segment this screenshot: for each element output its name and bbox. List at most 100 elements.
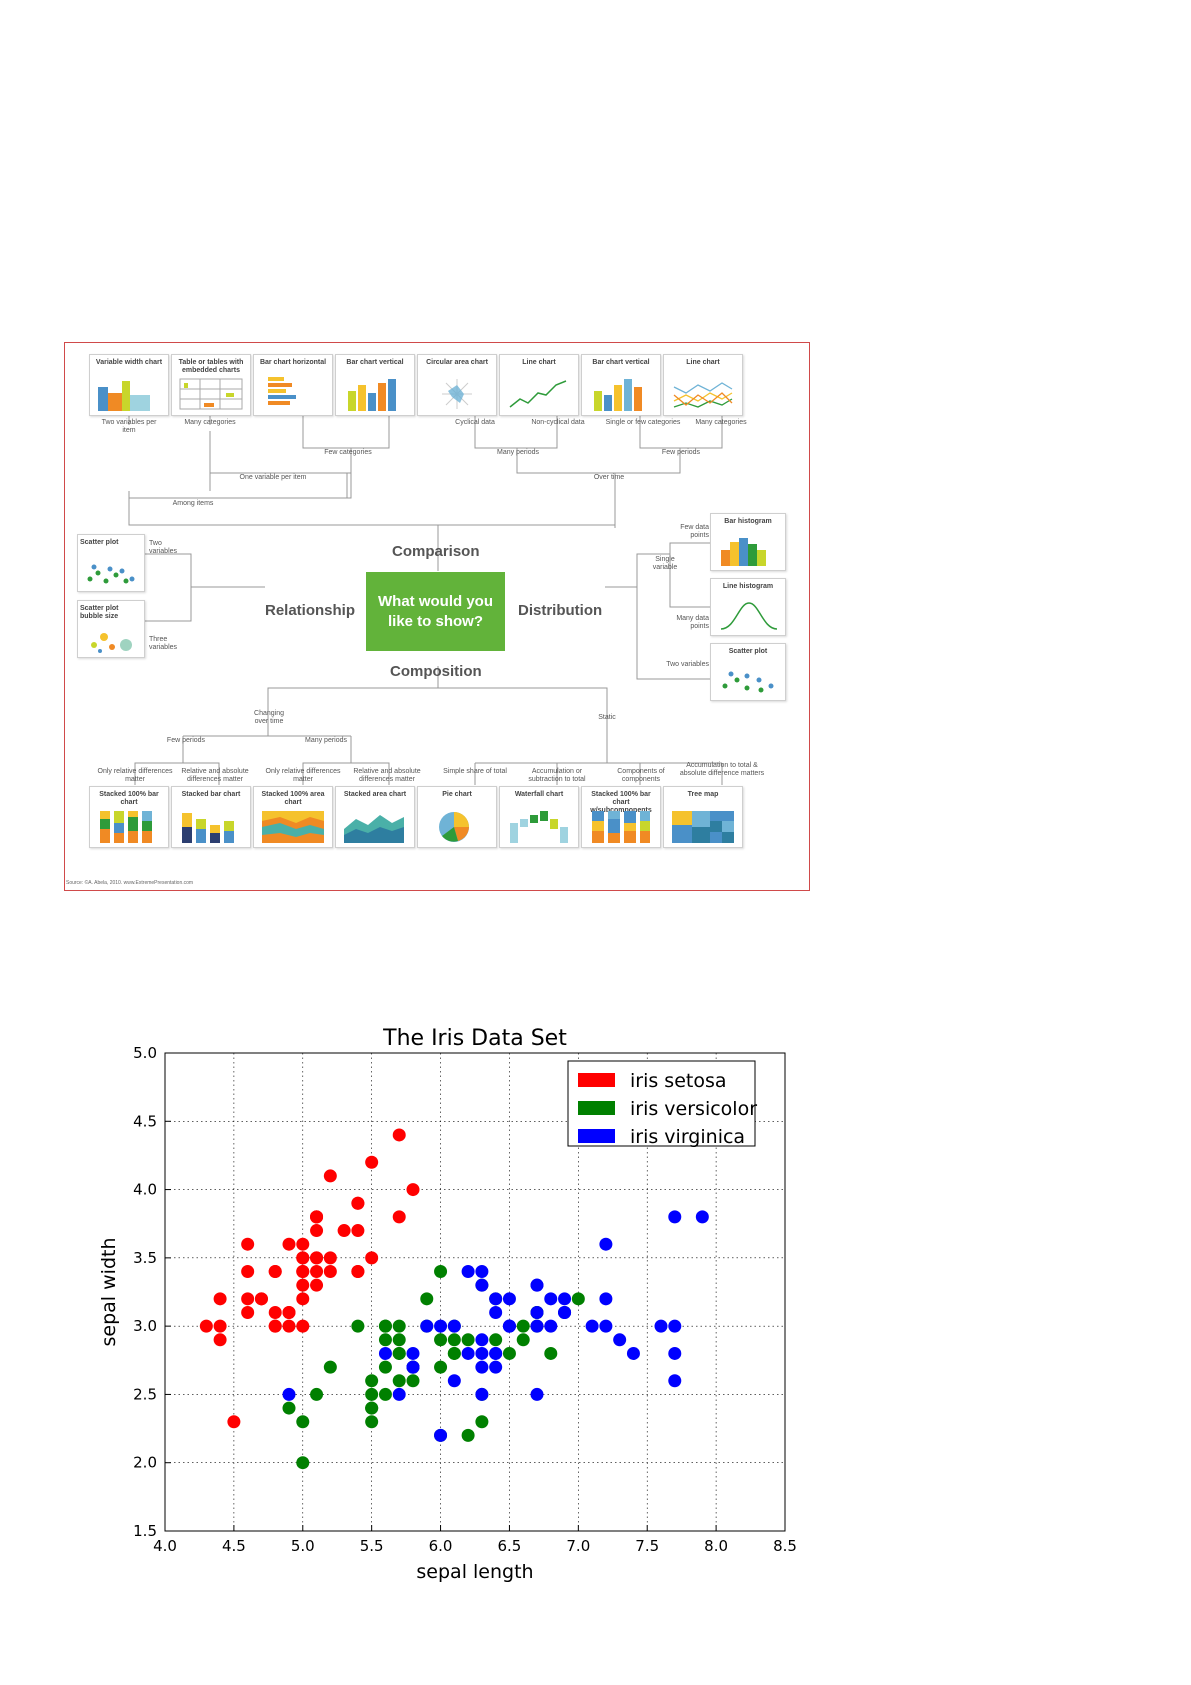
stacked-100-bar-chart-icon (100, 811, 152, 843)
data-point-iris-versicolor (392, 1346, 406, 1360)
card-scatter-plot-bubble-size: Scatter plot bubble size (77, 600, 145, 658)
data-point-iris-setosa (392, 1128, 406, 1142)
y-tick-label: 4.5 (133, 1112, 157, 1130)
data-point-iris-versicolor (420, 1292, 434, 1306)
data-point-iris-virginica (489, 1292, 503, 1306)
data-point-iris-virginica (502, 1319, 516, 1333)
data-point-iris-virginica (668, 1374, 682, 1388)
tree-map-icon (672, 811, 734, 843)
data-point-iris-setosa (254, 1292, 268, 1306)
data-point-iris-setosa (268, 1305, 282, 1319)
label-static: Static (598, 714, 616, 721)
label-one-variable-per-item: One variable per item (239, 474, 307, 481)
line-chart-icon (509, 380, 567, 408)
x-tick-label: 6.5 (498, 1537, 522, 1555)
y-tick-label: 5.0 (133, 1044, 157, 1062)
data-point-iris-setosa (282, 1237, 296, 1251)
label-few-categories: Few categories (324, 449, 372, 456)
data-point-iris-virginica (475, 1360, 489, 1374)
data-point-iris-virginica (378, 1346, 392, 1360)
card-bar-chart-horizontal: Bar chart horizontal (253, 354, 333, 416)
data-point-iris-setosa (296, 1251, 310, 1265)
label-accumulation-to-total: Accumulation to total & absolute differe… (679, 762, 765, 777)
data-point-iris-virginica (475, 1265, 489, 1279)
label-relative-absolute-2: Relative and absolute differences matter (353, 768, 421, 783)
vertical-bar-chart-icon (348, 379, 396, 411)
data-point-iris-setosa (213, 1319, 227, 1333)
data-point-iris-versicolor (434, 1265, 448, 1279)
scatter-plot-icon (87, 564, 135, 584)
data-point-iris-virginica (599, 1237, 613, 1251)
data-point-iris-setosa (365, 1251, 379, 1265)
category-composition: Composition (390, 663, 482, 680)
data-point-iris-setosa (310, 1224, 324, 1238)
iris-scatter-chart: 4.0 4.5 5.0 5.5 6.0 6.5 7.0 7.5 8.0 8.5 1.5 2.0 2.5… (98, 1026, 797, 1583)
data-point-iris-versicolor (323, 1360, 337, 1374)
legend-swatch (578, 1101, 615, 1115)
center-question-line-2: like to show? (387, 613, 483, 630)
category-comparison: Comparison (392, 543, 480, 560)
data-point-iris-versicolor (489, 1333, 503, 1347)
data-point-iris-setosa (296, 1319, 310, 1333)
data-point-iris-virginica (461, 1265, 475, 1279)
center-question-box: What would you like to show? (366, 572, 505, 651)
y-axis-label: sepal width (98, 1238, 120, 1347)
label-many-periods: Many periods (496, 449, 540, 456)
y-axis-ticks: 1.5 2.0 2.5 3.0 3.5 4.0 4.5 5.0 (133, 1044, 171, 1540)
circular-area-chart-icon (442, 379, 472, 409)
data-point-iris-setosa (296, 1265, 310, 1279)
data-point-iris-virginica (626, 1346, 640, 1360)
data-point-iris-versicolor (282, 1401, 296, 1415)
legend-label: iris versicolor (630, 1098, 757, 1120)
legend-label: iris setosa (630, 1070, 727, 1092)
data-point-iris-virginica (668, 1346, 682, 1360)
data-point-iris-setosa (323, 1169, 337, 1183)
data-point-iris-versicolor (475, 1415, 489, 1429)
pie-chart-icon (439, 812, 469, 842)
data-point-iris-virginica (654, 1319, 668, 1333)
data-point-iris-virginica (447, 1374, 461, 1388)
card-scatter-plot-left: Scatter plot (77, 534, 145, 592)
data-point-iris-virginica (530, 1278, 544, 1292)
data-point-iris-virginica (599, 1292, 613, 1306)
label-relative-absolute-1: Relative and absolute differences matter (181, 768, 249, 783)
data-point-iris-versicolor (365, 1387, 379, 1401)
data-point-iris-setosa (392, 1210, 406, 1224)
card-bar-histogram: Bar histogram (710, 513, 786, 571)
data-point-iris-setosa (282, 1305, 296, 1319)
y-tick-label: 3.0 (133, 1317, 157, 1335)
x-axis-label: sepal length (416, 1561, 533, 1583)
data-point-iris-virginica (668, 1210, 682, 1224)
card-stacked-area: Stacked area chart (335, 786, 415, 848)
data-point-iris-setosa (227, 1415, 241, 1429)
data-point-iris-virginica (530, 1387, 544, 1401)
data-points (199, 1128, 709, 1470)
label-few-data-points: Few data points (680, 524, 709, 539)
label-cyclical-data: Cyclical data (455, 419, 495, 426)
data-point-iris-virginica (585, 1319, 599, 1333)
data-point-iris-setosa (268, 1265, 282, 1279)
data-point-iris-virginica (406, 1346, 420, 1360)
data-point-iris-setosa (310, 1278, 324, 1292)
multi-line-chart-icon (673, 382, 733, 408)
stacked-area-chart-icon (344, 815, 404, 843)
data-point-iris-virginica (544, 1319, 558, 1333)
data-point-iris-setosa (310, 1265, 324, 1279)
stacked-bar-chart-icon (182, 813, 234, 843)
data-point-iris-setosa (296, 1292, 310, 1306)
y-tick-label: 4.0 (133, 1181, 157, 1199)
legend-swatch (578, 1129, 615, 1143)
label-single-variable: Single variable (652, 556, 678, 571)
waterfall-chart-icon (510, 811, 568, 843)
card-variable-width-chart: Variable width chart (89, 354, 169, 416)
data-point-iris-virginica (489, 1305, 503, 1319)
label-many-categories-2: Many categories (695, 419, 747, 426)
label-non-cyclical-data: Non-cyclical data (531, 419, 585, 426)
card-line-chart-many: Line chart (663, 354, 743, 416)
data-point-iris-versicolor (406, 1374, 420, 1388)
label-two-variables: Two variables (149, 540, 178, 555)
data-point-iris-setosa (365, 1155, 379, 1169)
data-point-iris-setosa (213, 1292, 227, 1306)
label-few-periods: Few periods (661, 449, 701, 456)
data-point-iris-setosa (296, 1278, 310, 1292)
